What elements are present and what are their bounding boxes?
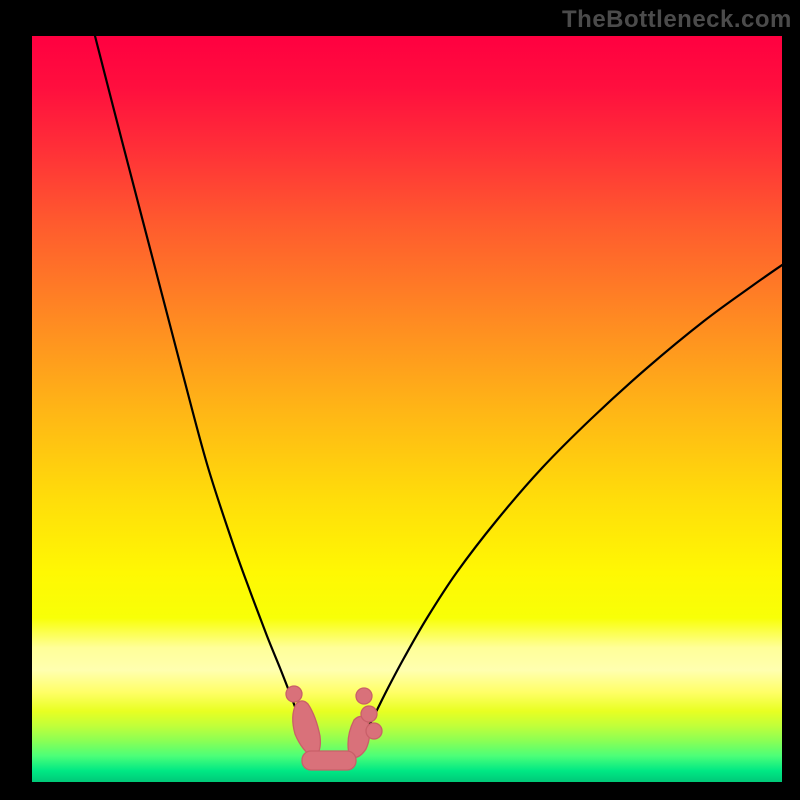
marker-dot-2 xyxy=(361,706,377,722)
marker-dot-3 xyxy=(366,723,382,739)
frame-right xyxy=(782,0,800,800)
frame-bottom xyxy=(0,782,800,800)
frame-left xyxy=(0,0,32,800)
watermark-text: TheBottleneck.com xyxy=(562,6,792,34)
chart-plot xyxy=(32,36,782,782)
chart-svg xyxy=(32,36,782,782)
marker-dot-0 xyxy=(286,686,302,702)
marker-dot-1 xyxy=(356,688,372,704)
marker-pill xyxy=(302,751,356,770)
